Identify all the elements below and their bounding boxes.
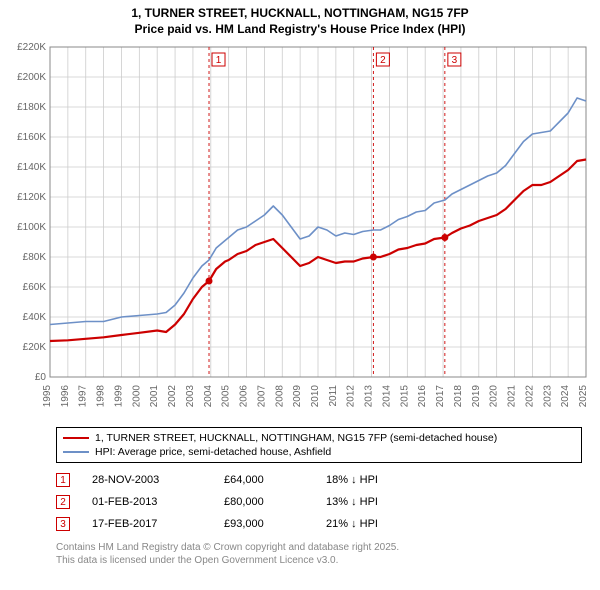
- svg-text:2: 2: [380, 55, 386, 66]
- svg-text:2012: 2012: [346, 385, 357, 408]
- svg-text:1997: 1997: [78, 385, 89, 408]
- svg-text:£120K: £120K: [17, 192, 46, 203]
- legend-row-hpi: HPI: Average price, semi-detached house,…: [63, 445, 575, 459]
- marker-date-1: 28-NOV-2003: [92, 474, 202, 486]
- svg-text:2006: 2006: [239, 385, 250, 408]
- svg-text:1996: 1996: [60, 385, 71, 408]
- chart-title: 1, TURNER STREET, HUCKNALL, NOTTINGHAM, …: [8, 6, 592, 37]
- svg-text:£140K: £140K: [17, 162, 46, 173]
- legend-swatch-hpi: [63, 451, 89, 453]
- marker-price-2: £80,000: [224, 496, 304, 508]
- svg-text:2020: 2020: [489, 385, 500, 408]
- svg-text:2022: 2022: [524, 385, 535, 408]
- svg-text:2003: 2003: [185, 385, 196, 408]
- marker-row-2: 2 01-FEB-2013 £80,000 13% ↓ HPI: [56, 491, 582, 513]
- legend-label-hpi: HPI: Average price, semi-detached house,…: [95, 446, 331, 458]
- marker-price-1: £64,000: [224, 474, 304, 486]
- marker-hpi-2: 13% ↓ HPI: [326, 496, 406, 508]
- svg-text:£60K: £60K: [23, 282, 47, 293]
- svg-text:£0: £0: [35, 372, 47, 383]
- svg-text:2011: 2011: [328, 385, 339, 407]
- marker-badge-3: 3: [56, 517, 70, 531]
- svg-text:2017: 2017: [435, 385, 446, 408]
- svg-text:2019: 2019: [471, 385, 482, 408]
- marker-hpi-1: 18% ↓ HPI: [326, 474, 406, 486]
- svg-text:1: 1: [216, 55, 222, 66]
- svg-text:2015: 2015: [399, 385, 410, 408]
- svg-text:2009: 2009: [292, 385, 303, 408]
- svg-text:£20K: £20K: [23, 342, 47, 353]
- markers-table: 1 28-NOV-2003 £64,000 18% ↓ HPI 2 01-FEB…: [56, 469, 582, 535]
- title-line-1: 1, TURNER STREET, HUCKNALL, NOTTINGHAM, …: [8, 6, 592, 22]
- line-chart: £0 £20K £40K £60K £80K £100K £120K £140K £160K £1…: [8, 41, 592, 421]
- chart-area: £0 £20K £40K £60K £80K £100K £120K £140K £160K £1…: [8, 41, 592, 421]
- footer-line-1: Contains HM Land Registry data © Crown c…: [56, 541, 582, 554]
- svg-text:2001: 2001: [149, 385, 160, 408]
- svg-text:£160K: £160K: [17, 132, 46, 143]
- svg-text:2024: 2024: [560, 385, 571, 408]
- svg-text:£80K: £80K: [23, 252, 47, 263]
- marker-date-2: 01-FEB-2013: [92, 496, 202, 508]
- marker-row-3: 3 17-FEB-2017 £93,000 21% ↓ HPI: [56, 513, 582, 535]
- marker-price-3: £93,000: [224, 518, 304, 530]
- svg-text:2016: 2016: [417, 385, 428, 408]
- marker-badge-2: 2: [56, 495, 70, 509]
- marker-badge-1: 1: [56, 473, 70, 487]
- footer-note: Contains HM Land Registry data © Crown c…: [56, 541, 582, 567]
- svg-text:£40K: £40K: [23, 312, 47, 323]
- svg-text:2005: 2005: [221, 385, 232, 408]
- svg-text:1999: 1999: [113, 385, 124, 408]
- svg-text:2008: 2008: [274, 385, 285, 408]
- svg-text:2013: 2013: [364, 385, 375, 408]
- svg-text:2023: 2023: [542, 385, 553, 408]
- marker-row-1: 1 28-NOV-2003 £64,000 18% ↓ HPI: [56, 469, 582, 491]
- svg-text:2025: 2025: [578, 385, 589, 408]
- svg-text:£180K: £180K: [17, 102, 46, 113]
- svg-text:2004: 2004: [203, 385, 214, 408]
- svg-text:£100K: £100K: [17, 222, 46, 233]
- svg-text:1998: 1998: [96, 385, 107, 408]
- title-line-2: Price paid vs. HM Land Registry's House …: [8, 22, 592, 38]
- legend: 1, TURNER STREET, HUCKNALL, NOTTINGHAM, …: [56, 427, 582, 463]
- svg-text:2007: 2007: [256, 385, 267, 408]
- legend-swatch-property: [63, 437, 89, 439]
- svg-text:2002: 2002: [167, 385, 178, 408]
- marker-date-3: 17-FEB-2017: [92, 518, 202, 530]
- legend-row-property: 1, TURNER STREET, HUCKNALL, NOTTINGHAM, …: [63, 431, 575, 445]
- svg-text:2000: 2000: [131, 385, 142, 408]
- svg-text:1995: 1995: [42, 385, 53, 408]
- svg-text:£200K: £200K: [17, 72, 46, 83]
- svg-text:2018: 2018: [453, 385, 464, 408]
- svg-text:£220K: £220K: [17, 42, 46, 53]
- svg-text:2021: 2021: [507, 385, 518, 408]
- marker-hpi-3: 21% ↓ HPI: [326, 518, 406, 530]
- svg-text:3: 3: [452, 55, 458, 66]
- svg-text:2010: 2010: [310, 385, 321, 408]
- svg-text:2014: 2014: [381, 385, 392, 408]
- footer-line-2: This data is licensed under the Open Gov…: [56, 554, 582, 567]
- legend-label-property: 1, TURNER STREET, HUCKNALL, NOTTINGHAM, …: [95, 432, 497, 444]
